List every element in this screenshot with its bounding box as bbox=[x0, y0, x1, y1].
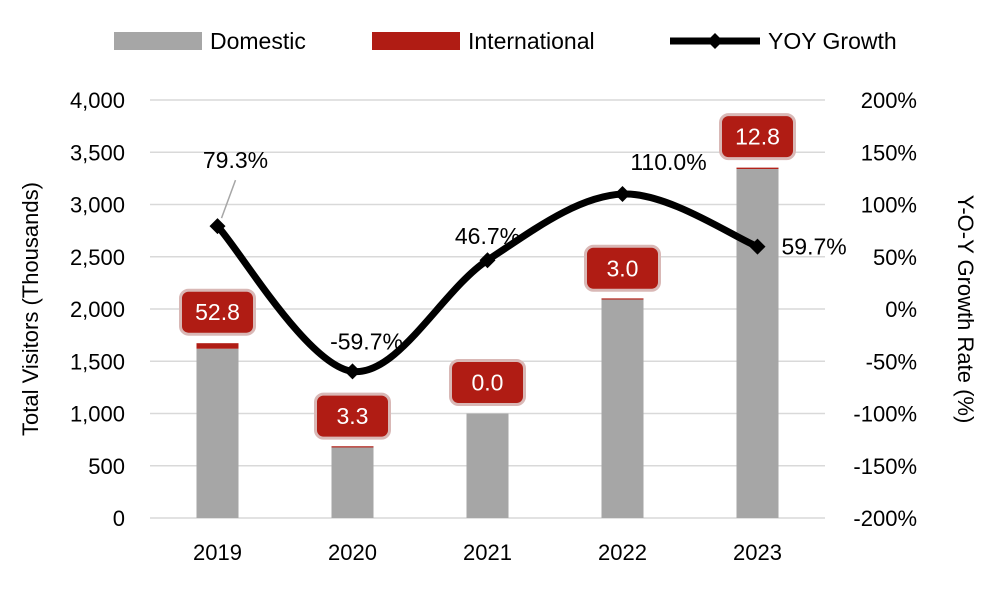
international-bar bbox=[331, 446, 374, 448]
x-tick-label: 2020 bbox=[328, 540, 377, 565]
x-tick-label: 2021 bbox=[463, 540, 512, 565]
left-tick-label: 3,000 bbox=[70, 193, 125, 218]
growth-marker bbox=[749, 238, 766, 255]
left-tick-label: 3,500 bbox=[70, 140, 125, 165]
growth-line bbox=[209, 186, 766, 380]
label-text: 12.8 bbox=[735, 124, 780, 150]
growth-data-label: 46.7% bbox=[455, 223, 520, 249]
international-data-label: 12.8 bbox=[719, 113, 796, 161]
x-axis-ticks: 2019 2020 2021 2022 2023 bbox=[193, 540, 782, 565]
legend-item: YOY Growth bbox=[670, 28, 897, 54]
legend-label: Domestic bbox=[210, 28, 306, 54]
left-tick-label: 4,000 bbox=[70, 88, 125, 113]
x-tick-label: 2022 bbox=[598, 540, 647, 565]
x-tick-label: 2023 bbox=[733, 540, 782, 565]
label-box bbox=[584, 244, 661, 292]
international-labels: 52.8 3.3 0.0 3.0 12.8 bbox=[179, 113, 796, 440]
left-tick-label: 500 bbox=[88, 454, 125, 479]
right-axis-ticks: -200% -150% -100% -50% 0% 50% 100% 150% 200% bbox=[853, 88, 917, 531]
legend-label: YOY Growth bbox=[768, 28, 897, 54]
label-box bbox=[314, 392, 391, 440]
right-tick-label: 150% bbox=[861, 140, 917, 165]
growth-marker bbox=[614, 186, 631, 203]
left-tick-label: 1,000 bbox=[70, 402, 125, 427]
international-bar bbox=[196, 343, 239, 349]
left-tick-label: 2,000 bbox=[70, 297, 125, 322]
domestic-bar bbox=[601, 299, 644, 518]
domestic-bar bbox=[736, 168, 779, 518]
label-box bbox=[449, 359, 526, 406]
growth-data-label: 59.7% bbox=[782, 234, 847, 260]
chart-legend: Domestic International YOY Growth bbox=[114, 28, 897, 54]
right-tick-label: 50% bbox=[873, 245, 917, 270]
left-axis-title: Total Visitors (Thousands) bbox=[18, 182, 43, 436]
left-tick-label: 0 bbox=[113, 506, 125, 531]
label-box bbox=[719, 113, 796, 161]
growth-marker bbox=[479, 252, 496, 269]
bars bbox=[196, 167, 779, 518]
international-bar bbox=[601, 298, 644, 300]
legend-swatch bbox=[372, 32, 460, 50]
right-tick-label: -50% bbox=[866, 349, 917, 374]
label-text: 3.0 bbox=[607, 255, 639, 281]
right-tick-label: 200% bbox=[861, 88, 917, 113]
left-tick-label: 1,500 bbox=[70, 349, 125, 374]
x-tick-label: 2019 bbox=[193, 540, 242, 565]
growth-data-label: 79.3% bbox=[203, 147, 268, 173]
right-tick-label: -150% bbox=[853, 454, 917, 479]
domestic-bar bbox=[466, 413, 509, 518]
right-tick-label: -100% bbox=[853, 402, 917, 427]
label-leader-line bbox=[220, 179, 237, 219]
domestic-bar bbox=[196, 348, 239, 518]
label-text: 0.0 bbox=[472, 370, 504, 396]
legend-marker bbox=[707, 33, 723, 49]
international-data-label: 52.8 bbox=[179, 288, 256, 336]
label-box bbox=[179, 288, 256, 336]
growth-line-path bbox=[214, 190, 761, 375]
left-axis-ticks: 0 500 1,000 1,500 2,000 2,500 3,000 3,500 4,000 bbox=[70, 88, 125, 531]
left-tick-label: 2,500 bbox=[70, 245, 125, 270]
right-tick-label: -200% bbox=[853, 506, 917, 531]
international-data-label: 3.0 bbox=[584, 244, 661, 292]
legend-label: International bbox=[468, 28, 595, 54]
label-text: 52.8 bbox=[195, 299, 240, 325]
growth-labels: 79.3% -59.7% 46.7% 110.0% 59.7% bbox=[203, 147, 847, 354]
international-bar bbox=[736, 167, 779, 169]
growth-marker bbox=[344, 363, 361, 380]
legend-swatch bbox=[114, 32, 202, 50]
legend-item: International bbox=[372, 28, 595, 54]
growth-data-label: -59.7% bbox=[330, 328, 403, 354]
growth-marker bbox=[209, 218, 226, 235]
right-axis-title: Y-O-Y Growth Rate (%) bbox=[953, 195, 978, 424]
international-data-label: 3.3 bbox=[314, 392, 391, 440]
domestic-bar bbox=[331, 447, 374, 518]
right-tick-label: 100% bbox=[861, 193, 917, 218]
international-data-label: 0.0 bbox=[449, 359, 526, 406]
label-text: 3.3 bbox=[337, 403, 369, 429]
growth-data-label: 110.0% bbox=[630, 149, 706, 175]
right-tick-label: 0% bbox=[885, 297, 917, 322]
legend-item: Domestic bbox=[114, 28, 306, 54]
